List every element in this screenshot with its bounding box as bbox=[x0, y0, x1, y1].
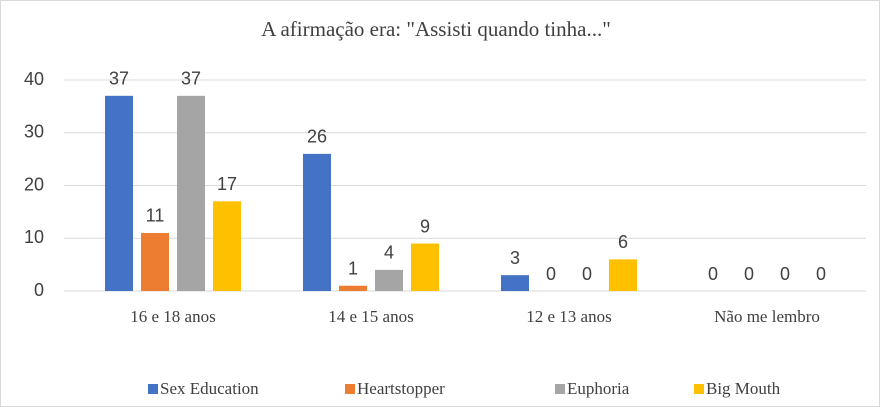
data-label: 9 bbox=[420, 216, 430, 236]
legend-swatch bbox=[148, 384, 158, 394]
data-label: 1 bbox=[348, 258, 358, 278]
y-tick-label: 10 bbox=[24, 227, 44, 247]
bar bbox=[105, 95, 133, 291]
bar bbox=[411, 243, 439, 291]
x-tick-label: 12 e 13 anos bbox=[526, 307, 611, 326]
data-label: 17 bbox=[217, 174, 237, 194]
bar bbox=[213, 201, 241, 291]
y-tick-label: 30 bbox=[24, 122, 44, 142]
bar bbox=[609, 259, 637, 291]
y-tick-label: 40 bbox=[24, 69, 44, 89]
data-label: 26 bbox=[307, 127, 327, 147]
data-label: 3 bbox=[510, 248, 520, 268]
bar bbox=[501, 275, 529, 291]
data-label: 11 bbox=[146, 206, 165, 226]
data-label: 6 bbox=[618, 232, 628, 252]
x-tick-label: 16 e 18 anos bbox=[130, 307, 215, 326]
data-label: 37 bbox=[109, 69, 129, 89]
legend-label: Euphoria bbox=[567, 379, 630, 398]
data-label: 0 bbox=[744, 264, 754, 284]
data-label: 0 bbox=[582, 264, 592, 284]
bar bbox=[303, 153, 331, 291]
x-tick-label: 14 e 15 anos bbox=[328, 307, 413, 326]
data-label: 4 bbox=[384, 243, 394, 263]
chart-title: A afirmação era: "Assisti quando tinha..… bbox=[261, 17, 611, 41]
legend-swatch bbox=[694, 384, 704, 394]
data-label: 0 bbox=[546, 264, 556, 284]
legend-swatch bbox=[345, 384, 355, 394]
data-label: 0 bbox=[708, 264, 718, 284]
data-label: 0 bbox=[816, 264, 826, 284]
bar bbox=[141, 232, 169, 291]
y-tick-label: 20 bbox=[24, 174, 44, 194]
x-tick-label: Não me lembro bbox=[714, 307, 820, 326]
bar bbox=[375, 269, 403, 291]
data-label: 37 bbox=[181, 69, 201, 89]
data-label: 0 bbox=[780, 264, 790, 284]
bar bbox=[339, 285, 367, 291]
legend-label: Big Mouth bbox=[706, 379, 781, 398]
legend-swatch bbox=[555, 384, 565, 394]
y-tick-label: 0 bbox=[34, 280, 44, 300]
legend-label: Sex Education bbox=[160, 379, 259, 398]
bar bbox=[177, 95, 205, 291]
legend-label: Heartstopper bbox=[357, 379, 445, 398]
